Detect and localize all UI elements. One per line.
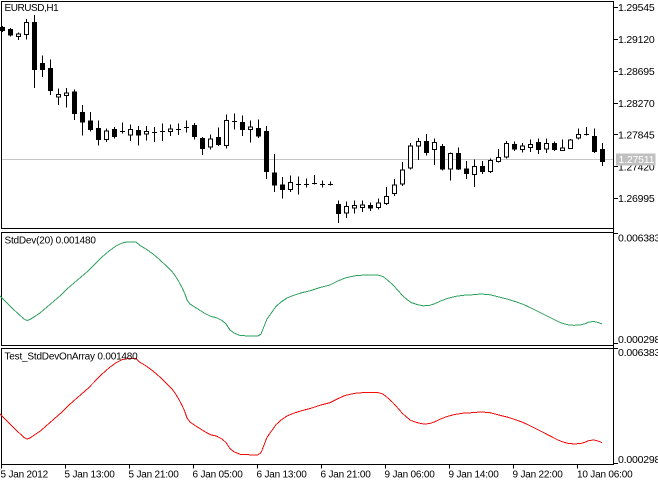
svg-text:5 Jan 2012: 5 Jan 2012: [1, 470, 49, 481]
svg-text:0.000298: 0.000298: [618, 334, 658, 346]
svg-text:6 Jan 05:00: 6 Jan 05:00: [193, 470, 244, 481]
svg-text:9 Jan 22:00: 9 Jan 22:00: [513, 470, 564, 481]
svg-text:10 Jan 06:00: 10 Jan 06:00: [577, 470, 633, 481]
svg-text:0.006383: 0.006383: [618, 347, 658, 359]
svg-text:9 Jan 14:00: 9 Jan 14:00: [449, 470, 500, 481]
svg-text:6 Jan 13:00: 6 Jan 13:00: [257, 470, 308, 481]
svg-text:StdDev(20) 0.001480: StdDev(20) 0.001480: [5, 235, 97, 246]
svg-text:1.27511: 1.27511: [619, 154, 655, 166]
svg-text:6 Jan 21:00: 6 Jan 21:00: [321, 470, 372, 481]
svg-text:1.28270: 1.28270: [618, 98, 655, 110]
svg-text:5 Jan 13:00: 5 Jan 13:00: [65, 470, 116, 481]
svg-text:Test_StdDevOnArray 0.001480: Test_StdDevOnArray 0.001480: [5, 352, 139, 363]
svg-text:0.006383: 0.006383: [618, 233, 658, 245]
svg-text:9 Jan 06:00: 9 Jan 06:00: [385, 470, 436, 481]
svg-text:1.28695: 1.28695: [618, 66, 655, 78]
svg-text:1.27845: 1.27845: [618, 129, 655, 141]
svg-text:1.26995: 1.26995: [618, 193, 655, 205]
svg-text:EURUSD,H1: EURUSD,H1: [5, 3, 60, 14]
svg-text:1.29120: 1.29120: [618, 34, 655, 46]
svg-text:1.29545: 1.29545: [618, 2, 655, 14]
svg-text:0.000298: 0.000298: [618, 454, 658, 466]
svg-text:5 Jan 21:00: 5 Jan 21:00: [129, 470, 180, 481]
